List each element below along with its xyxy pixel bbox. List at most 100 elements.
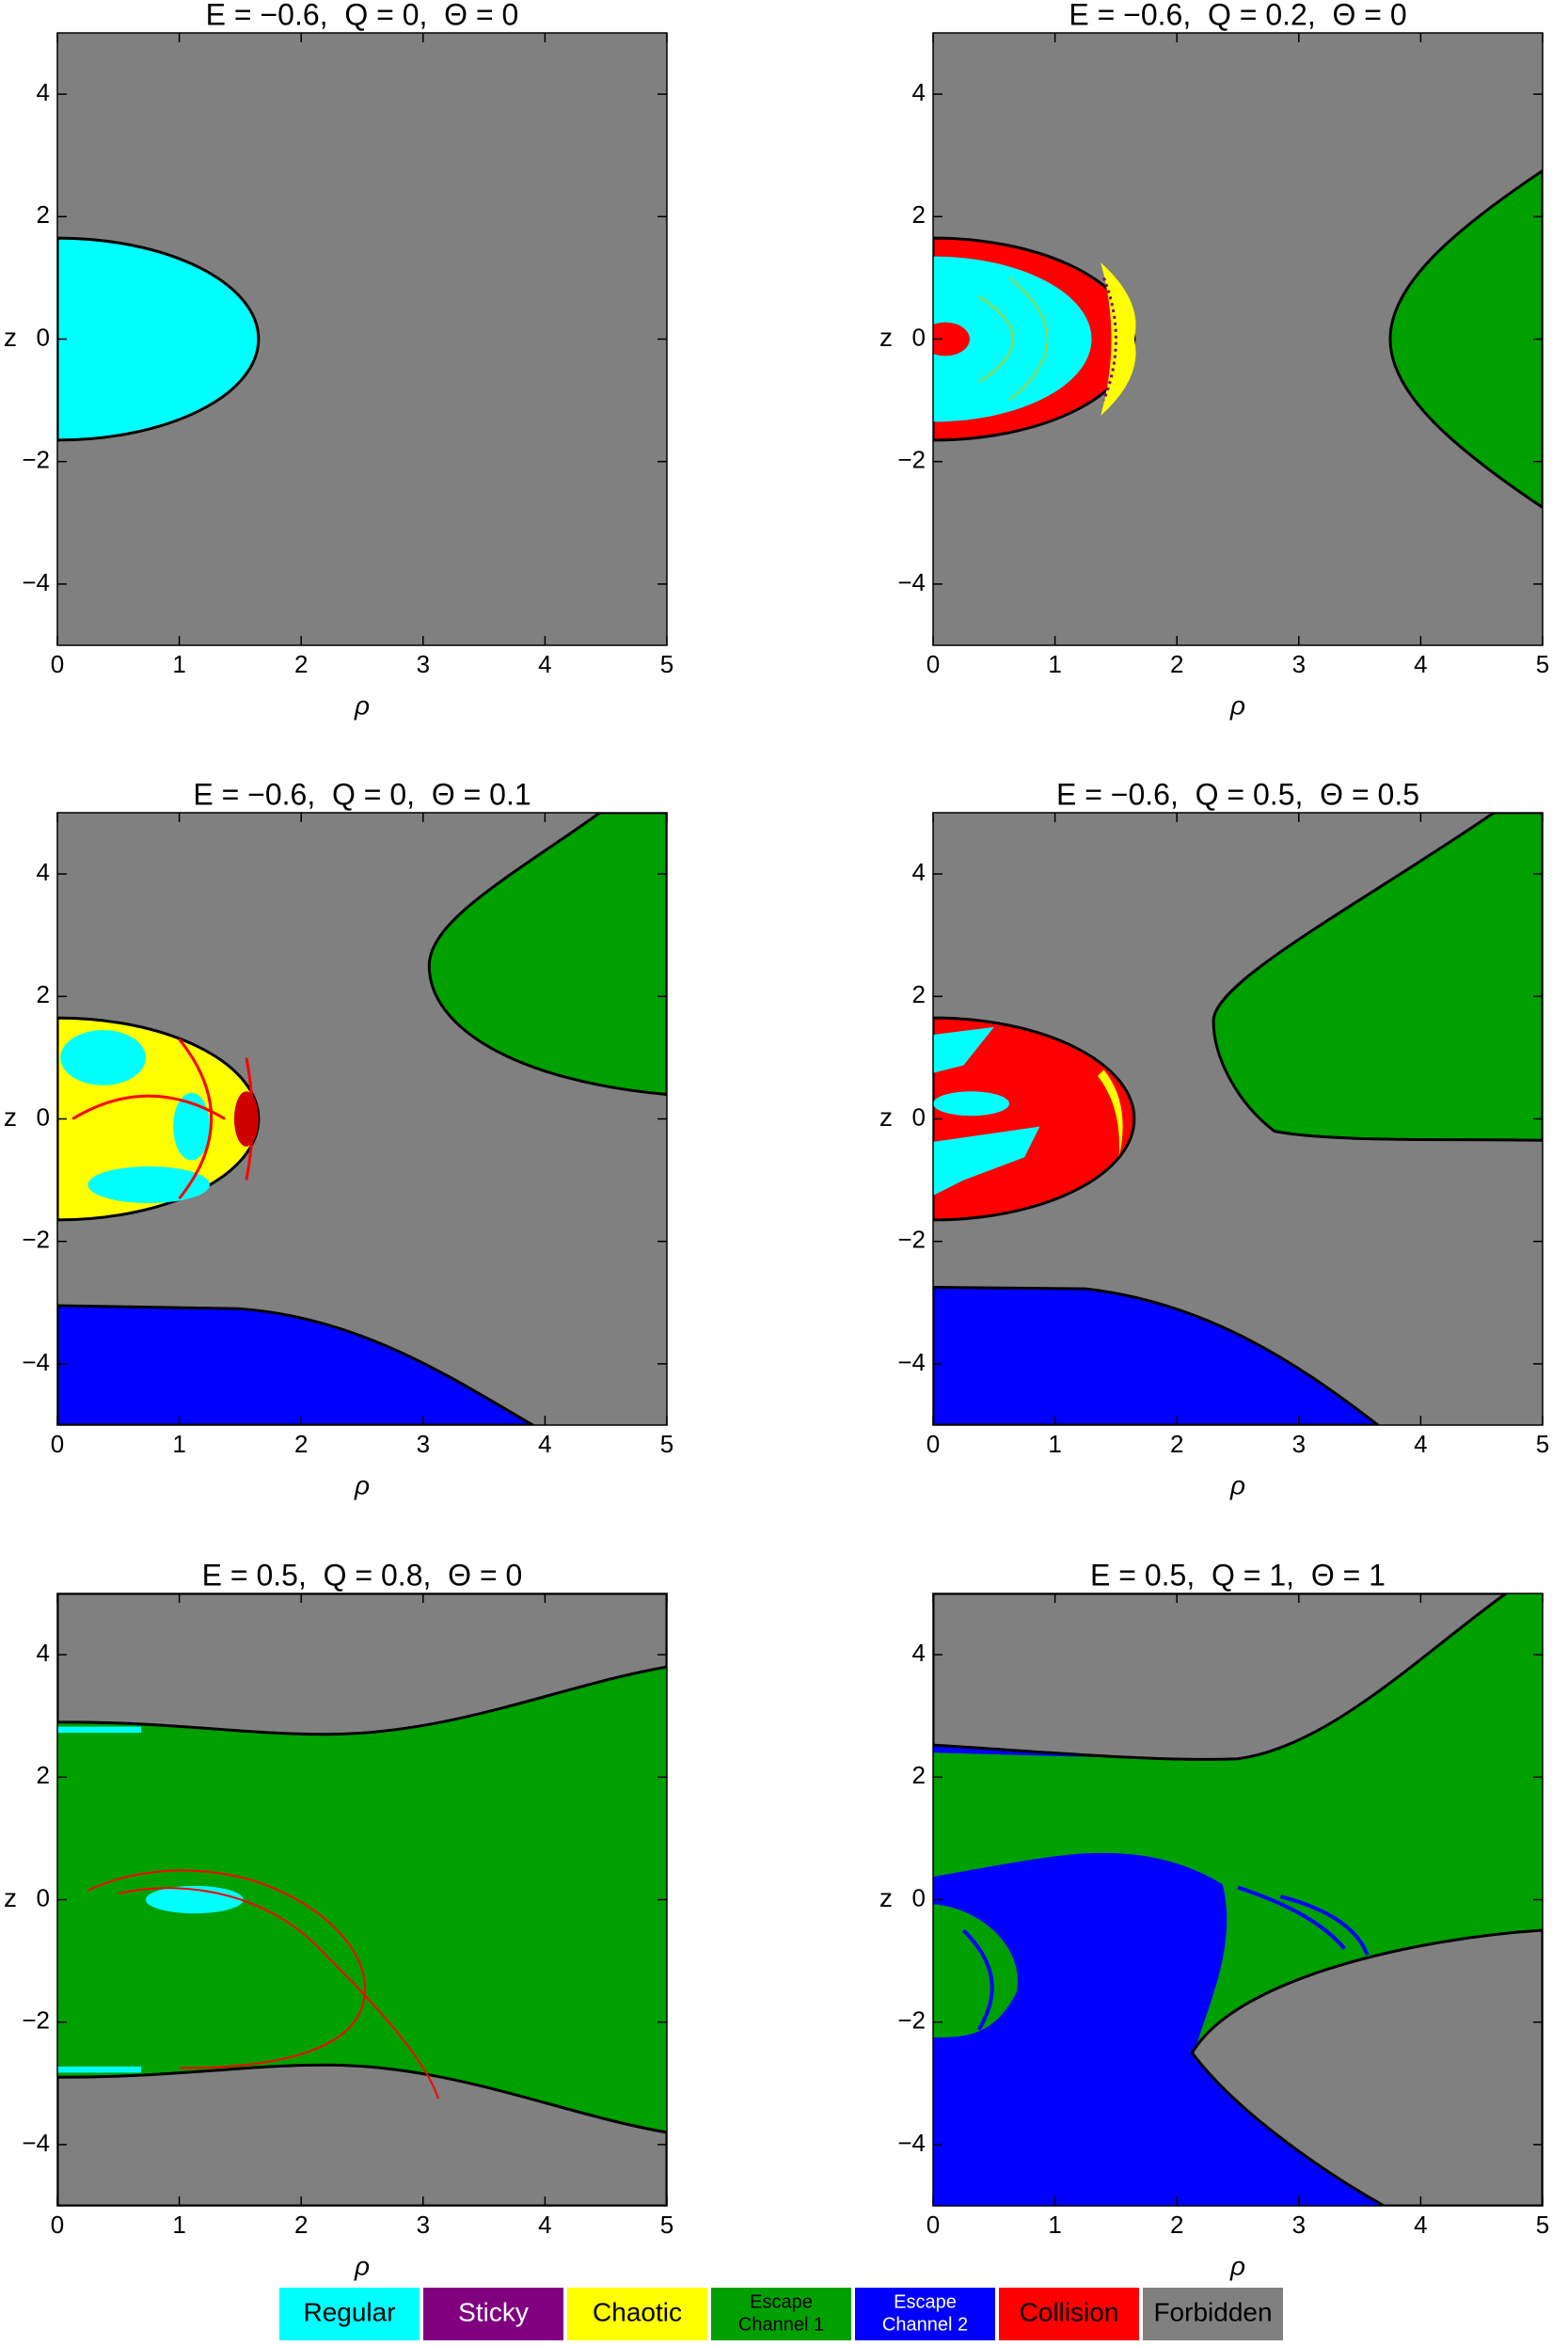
y-tick-label: 4 [37,78,50,106]
x-tick-label: 1 [1048,2211,1061,2239]
legend-swatch [567,2288,707,2340]
legend-swatch [855,2288,995,2340]
x-tick-label: 1 [172,650,185,678]
collision-region [933,322,970,357]
x-tick-label: 5 [1536,1430,1549,1458]
y-axis-label: z [4,1102,17,1132]
regular-region [933,256,1092,422]
escape-region [933,1288,1378,1425]
chart-title: E = 0.5, Q = 0.8, Θ = 0 [202,1558,523,1592]
basin-map [57,33,667,645]
basin-map [933,1593,1543,2206]
x-tick-label: 1 [1048,1430,1061,1458]
x-tick-label: 3 [417,650,430,678]
legend-label: Sticky [458,2297,529,2326]
x-tick-label: 5 [1536,650,1549,678]
legend-label: Chaotic [593,2297,682,2326]
legend-label: Forbidden [1153,2297,1272,2326]
basin-map [933,813,1543,1425]
x-tick-label: 1 [1048,650,1061,678]
y-tick-label: −2 [22,2006,50,2035]
x-tick-label: 2 [1170,2211,1183,2239]
x-tick-label: 3 [417,2211,430,2239]
x-axis-label: ρ [354,690,370,720]
x-tick-label: 0 [51,2211,64,2239]
y-axis-label: z [4,323,17,352]
forbidden-region [57,2065,667,2206]
chart-title: E = −0.6, Q = 0, Θ = 0.1 [193,777,531,811]
chaotic-region [979,277,1048,400]
y-tick-label: 0 [37,323,50,351]
regular-region [60,1030,146,1086]
chart-title: E = −0.6, Q = 0, Θ = 0 [206,0,519,31]
y-tick-label: −4 [22,2129,50,2157]
legend-label: Regular [303,2297,395,2326]
sticky-region [1103,277,1116,400]
legend-label: Channel 1 [738,2314,824,2335]
legend-swatch [711,2288,851,2340]
regular-region [933,1126,1040,1196]
y-tick-label: −2 [22,1226,50,1254]
x-tick-label: 5 [660,650,673,678]
y-tick-label: −4 [22,1348,50,1376]
y-axis-label: z [879,323,893,352]
collision-region [233,1091,259,1147]
chart-title: E = −0.6, Q = 0.2, Θ = 0 [1069,0,1406,31]
collision-region [87,1870,438,2099]
escape-region [1213,813,1543,1140]
x-tick-label: 3 [1292,650,1306,678]
y-tick-label: −4 [22,568,50,596]
x-tick-label: 4 [1414,2211,1427,2239]
x-axis-label: ρ [1229,690,1245,720]
y-tick-label: 0 [37,1883,50,1911]
x-tick-label: 4 [1414,1430,1427,1458]
regular-region [173,1092,210,1161]
x-tick-label: 5 [660,2211,673,2239]
regular-region [57,1726,142,1734]
y-tick-label: −2 [897,2006,926,2035]
x-axis-label: ρ [354,1470,370,1499]
x-axis-label: ρ [1229,2251,1245,2280]
escape-region [933,1904,1018,2037]
x-tick-label: 0 [927,1430,940,1458]
y-axis-label: z [879,1883,893,1912]
x-tick-label: 4 [538,1430,551,1458]
y-tick-label: 4 [37,858,50,886]
x-tick-label: 3 [1292,2211,1306,2239]
y-tick-label: 2 [912,980,926,1008]
x-tick-label: 4 [538,650,551,678]
x-axis-label: ρ [354,2251,370,2280]
x-tick-label: 0 [927,2211,940,2239]
x-tick-label: 2 [294,1430,308,1458]
y-tick-label: 0 [912,1883,926,1911]
escape-region [963,1887,1367,2029]
y-tick-label: 2 [912,1761,926,1789]
legend-swatch [999,2288,1139,2340]
y-tick-label: 4 [37,1639,50,1667]
legend-swatch [279,2288,420,2340]
y-tick-label: −4 [897,2129,926,2157]
chaotic-region [1101,262,1136,416]
legend-label: Channel 2 [882,2314,968,2335]
x-tick-label: 4 [1414,650,1427,678]
y-tick-label: 2 [912,200,926,229]
regular-region [933,1026,994,1073]
x-tick-label: 2 [294,2211,308,2239]
y-tick-label: −4 [897,568,926,596]
y-axis-label: z [879,1102,893,1132]
basin-map [57,813,667,1425]
chart-title: E = 0.5, Q = 1, Θ = 1 [1090,1558,1386,1592]
y-tick-label: 4 [912,858,926,886]
x-tick-label: 3 [1292,1430,1306,1458]
y-tick-label: −2 [897,446,926,474]
x-tick-label: 4 [538,2211,551,2239]
regular-region [87,1165,211,1204]
escape-region [1390,170,1543,507]
legend-label: Escape [894,2291,957,2312]
chaotic-region [1097,1070,1123,1158]
x-tick-label: 2 [1170,650,1183,678]
y-tick-label: 0 [37,1102,50,1131]
y-tick-label: 4 [912,1639,926,1667]
x-tick-label: 1 [172,1430,185,1458]
